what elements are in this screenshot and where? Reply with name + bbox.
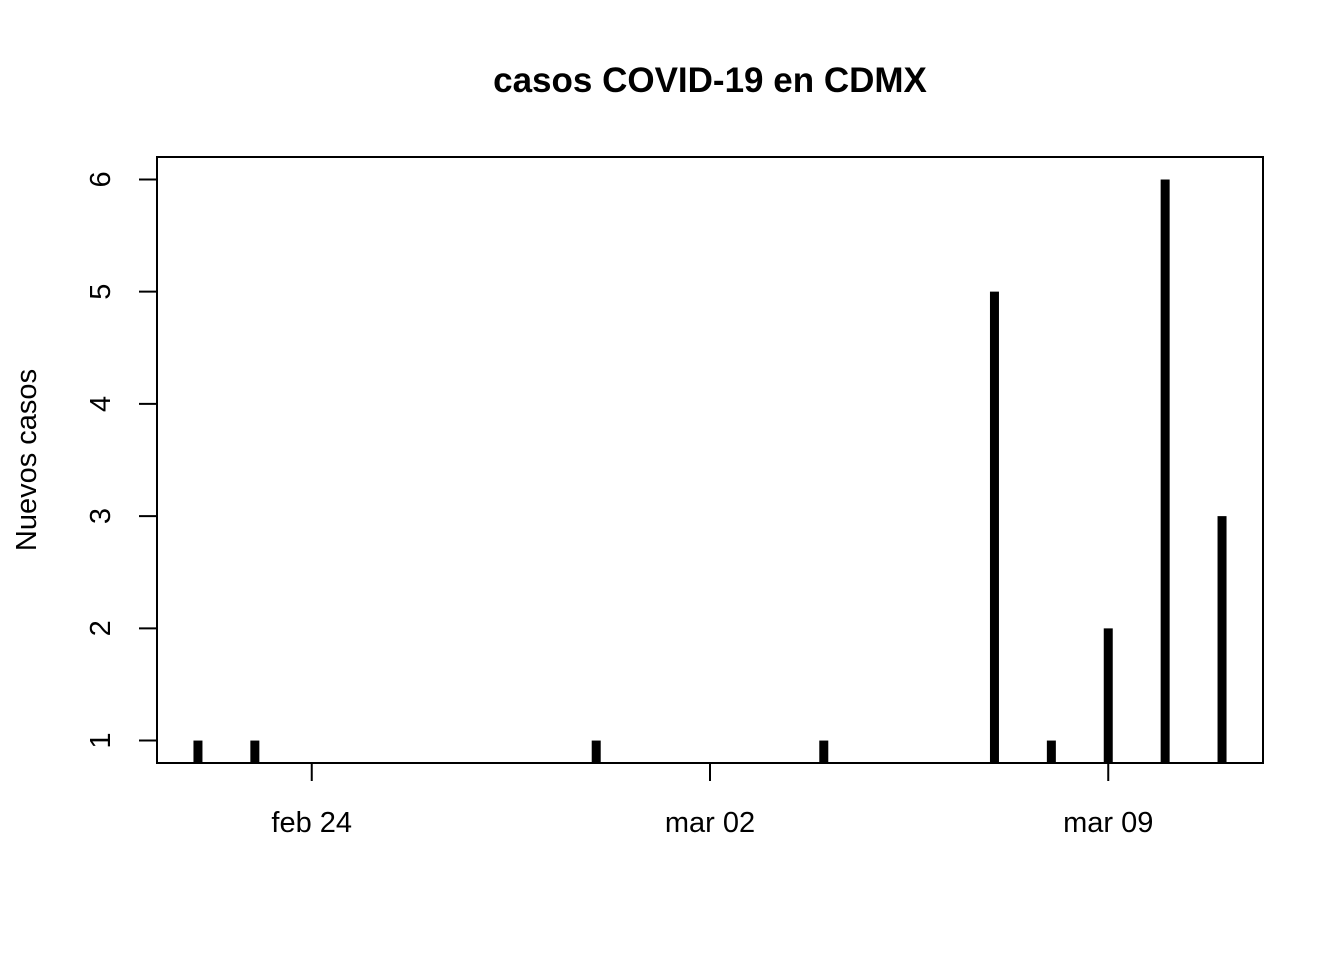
- y-tick-label: 6: [85, 171, 117, 187]
- x-tick-label: mar 02: [665, 807, 755, 839]
- plot-frame: [156, 156, 1264, 764]
- y-tick-label: 5: [85, 284, 117, 300]
- chart-title: casos COVID-19 en CDMX: [493, 61, 927, 100]
- y-tick-label: 2: [85, 620, 117, 636]
- y-tick-label: 3: [85, 508, 117, 524]
- y-tick-label: 4: [85, 396, 117, 412]
- x-tick-label: mar 09: [1063, 807, 1153, 839]
- x-tick-label: feb 24: [271, 807, 352, 839]
- y-tick-label: 1: [85, 732, 117, 748]
- y-axis-label: Nuevos casos: [11, 369, 43, 551]
